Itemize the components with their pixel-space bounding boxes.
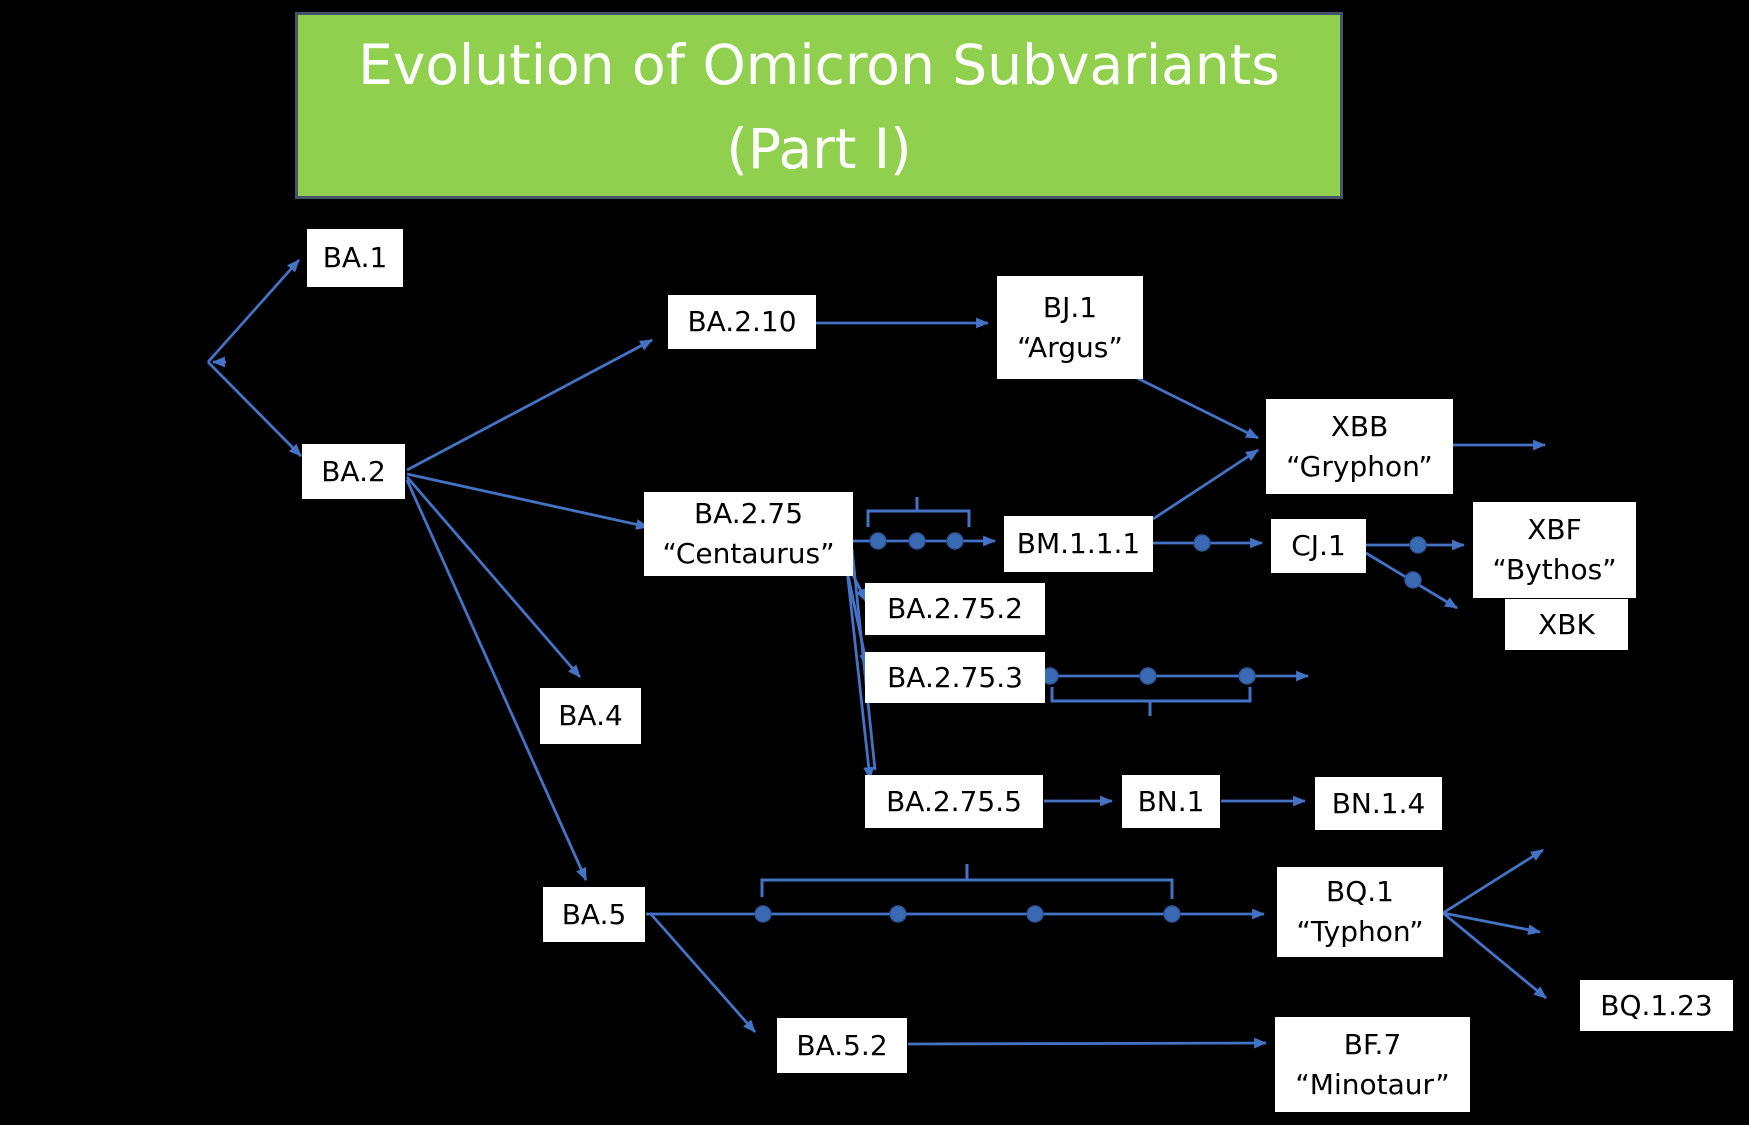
node-label: BA.2.75.2: [887, 592, 1023, 626]
edge-ba2-to-ba5: [405, 479, 588, 881]
bracket-ba5-bq1: [760, 864, 1174, 899]
mutation-dot: [889, 905, 907, 923]
node-ba-2: BA.2: [302, 444, 405, 499]
edge-ba5-to-ba52: [648, 912, 757, 1033]
title-line-2: (Part I): [726, 117, 912, 181]
node-label: XBF: [1527, 513, 1582, 547]
mutation-dot: [908, 532, 926, 550]
node-xbk: XBK: [1505, 599, 1628, 650]
mutation-dot: [946, 532, 964, 550]
edge-bq1-to-bq123: [1442, 911, 1547, 1000]
edge-ba2-to-ba210: [406, 338, 653, 472]
node-label: BA.2.75.5: [886, 784, 1022, 818]
edge-root-to-ba1: [206, 259, 301, 363]
node-label: BA.2: [321, 454, 386, 488]
node-sublabel: “Minotaur”: [1295, 1067, 1450, 1101]
mutation-dot: [1139, 667, 1157, 685]
bracket-ba275-bm111: [866, 497, 971, 527]
node-label: BQ.1: [1326, 875, 1394, 909]
mutation-dot: [1193, 534, 1211, 552]
node-label: BN.1: [1137, 784, 1205, 818]
node-ba-2-75-2: BA.2.75.2: [865, 583, 1045, 635]
node-label: BN.1.4: [1331, 786, 1426, 820]
node-bn-1: BN.1: [1122, 775, 1220, 828]
node-sublabel: “Typhon”: [1296, 915, 1424, 948]
mutation-dot: [754, 905, 772, 923]
edge-ba2-to-ba4: [405, 476, 582, 678]
mutation-dot: [1404, 571, 1422, 589]
node-xbf-bythos: XBF “Bythos”: [1473, 502, 1636, 598]
node-label: BA.5: [561, 897, 627, 931]
bracket-ba2753: [1050, 687, 1252, 716]
edge-root-to-ba2: [207, 361, 302, 457]
node-ba-2-75-3: BA.2.75.3: [865, 652, 1045, 703]
node-ba-5: BA.5: [543, 887, 645, 942]
mutation-dot: [1163, 905, 1181, 923]
node-label: BM.1.1.1: [1016, 527, 1141, 561]
node-bn-1-4: BN.1.4: [1315, 777, 1442, 830]
edge-bj1-to-xbb: [1136, 376, 1259, 440]
node-bq-1-typhon: BQ.1 “Typhon”: [1277, 867, 1443, 957]
node-xbb-gryphon: XBB “Gryphon”: [1266, 399, 1453, 494]
node-sublabel: “Bythos”: [1492, 553, 1617, 586]
node-ba-5-2: BA.5.2: [777, 1018, 907, 1073]
edge-bq1-to-upper-right: [1442, 848, 1544, 915]
node-bq-1-23: BQ.1.23: [1580, 980, 1733, 1031]
node-label: BA.2.75: [693, 497, 804, 531]
node-ba-1: BA.1: [307, 229, 403, 287]
edge-ba52-to-bf7: [907, 1037, 1268, 1049]
node-label: XBB: [1330, 409, 1389, 443]
mutation-dot: [1238, 667, 1256, 685]
node-ba-4: BA.4: [540, 688, 641, 744]
node-ba-2-75-centaurus: BA.2.75 “Centaurus”: [644, 492, 853, 576]
node-label: CJ.1: [1291, 529, 1346, 563]
edge-ba275-to-ba2755: [843, 550, 875, 781]
node-sublabel: “Centaurus”: [662, 537, 835, 570]
node-label: XBK: [1538, 607, 1595, 641]
node-sublabel: “Argus”: [1017, 330, 1123, 364]
edge-ba275-to-ba2755-b: [850, 548, 877, 771]
node-ba-2-75-5: BA.2.75.5: [865, 775, 1043, 828]
node-ba-2-10: BA.2.10: [668, 295, 816, 349]
edge-ba2-to-ba275: [406, 472, 650, 530]
node-cj-1: CJ.1: [1271, 519, 1366, 573]
node-bf-7-minotaur: BF.7 “Minotaur”: [1275, 1017, 1470, 1112]
node-label: BA.1: [322, 241, 388, 275]
node-bj-1-argus: BJ.1 “Argus”: [997, 276, 1143, 379]
mutation-dot: [1026, 905, 1044, 923]
node-label: BQ.1.23: [1600, 988, 1713, 1022]
node-label: BA.5.2: [796, 1028, 888, 1062]
edge-bm111-to-xbb: [1152, 448, 1259, 521]
edge-bq1-to-right: [1442, 911, 1542, 936]
mutation-dot: [1409, 536, 1427, 554]
node-label: BF.7: [1343, 1027, 1402, 1061]
title-box: Evolution of Omicron Subvariants (Part I…: [295, 12, 1343, 199]
node-label: BJ.1: [1042, 290, 1098, 324]
node-sublabel: “Gryphon”: [1286, 449, 1433, 483]
node-label: BA.4: [558, 699, 623, 733]
node-bm-1-1-1: BM.1.1.1: [1004, 516, 1153, 572]
title-line-1: Evolution of Omicron Subvariants: [358, 33, 1280, 97]
mutation-dot: [869, 532, 887, 550]
node-label: BA.2.10: [687, 305, 797, 339]
node-label: BA.2.75.3: [887, 660, 1023, 694]
